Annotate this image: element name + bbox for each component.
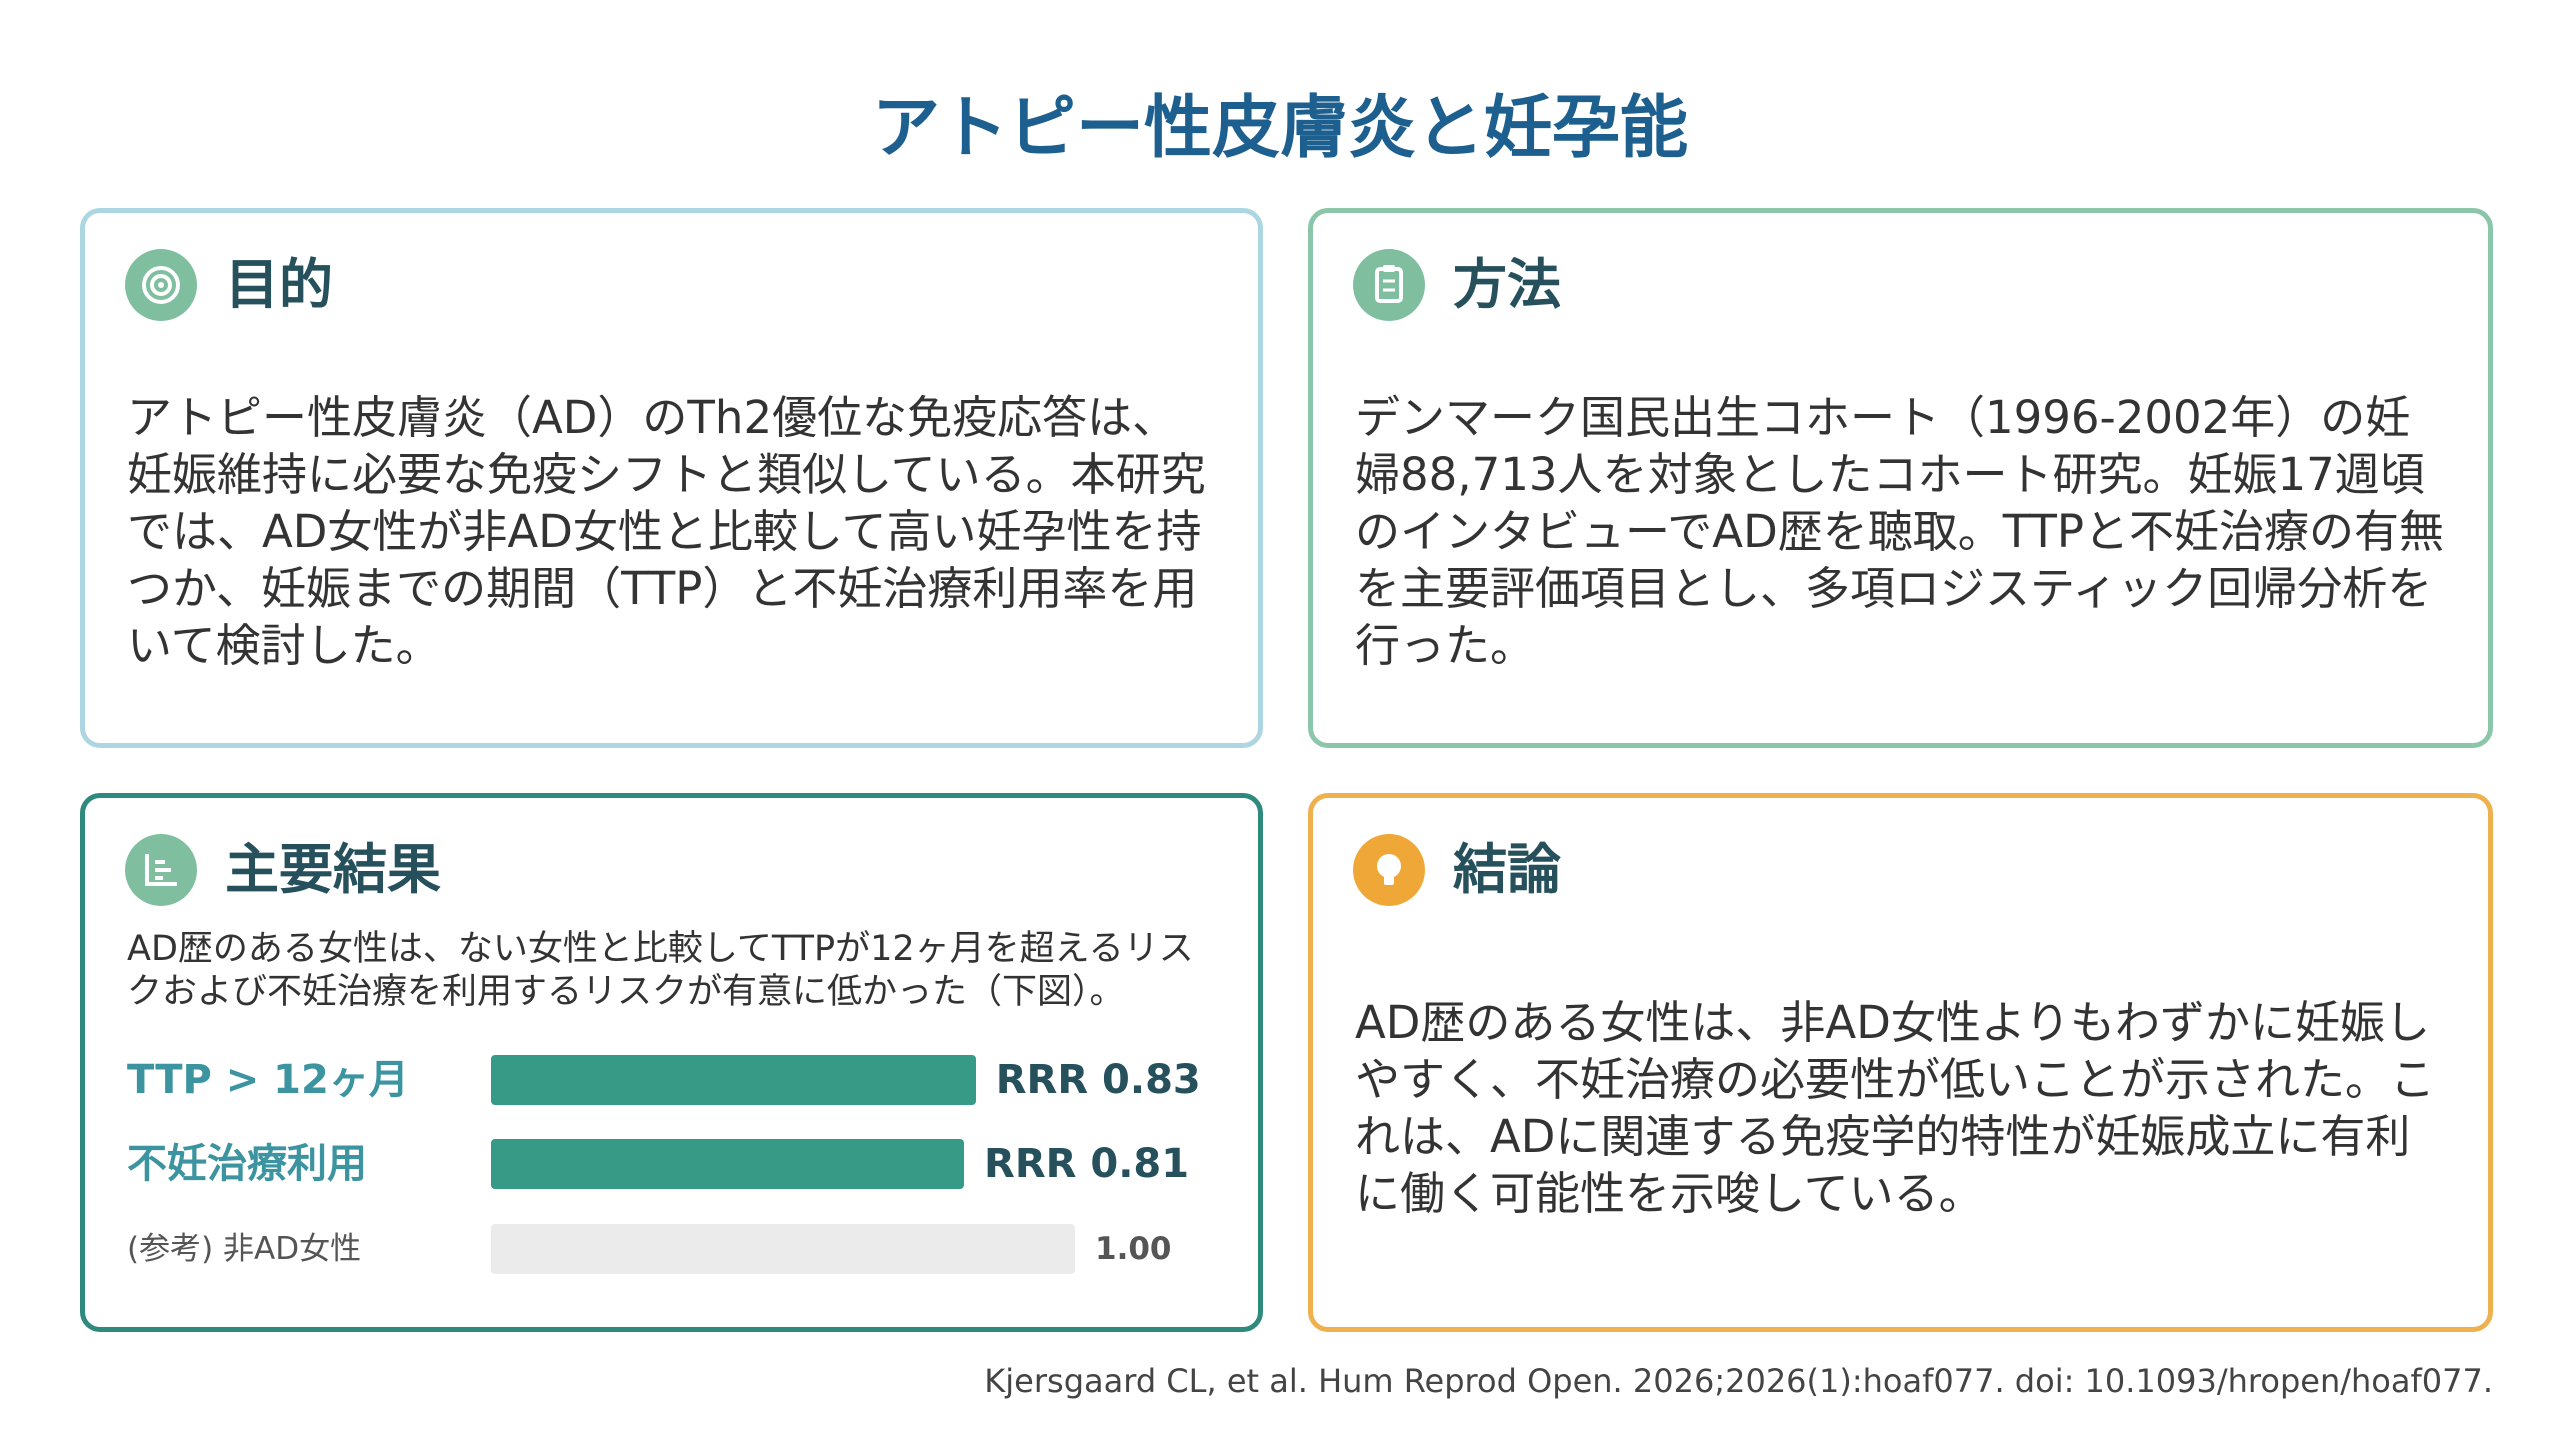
- bar-label: TTP > 12ヶ月: [127, 1057, 409, 1103]
- bar-label: 不妊治療利用: [127, 1141, 367, 1187]
- heading: 目的: [225, 253, 333, 316]
- objective-card: 目的 アトピー性皮膚炎（AD）のTh2優位な免疫応答は、妊娠維持に必要な免疫シフ…: [80, 208, 1263, 748]
- value-label: RRR 0.81: [984, 1141, 1190, 1187]
- body-text: AD歴のある女性は、非AD女性よりもわずかに妊娠しやすく、不妊治療の必要性が低い…: [1355, 996, 2436, 1220]
- bar: [491, 1139, 965, 1189]
- title: アトピー性皮膚炎と妊孕能: [871, 89, 1688, 168]
- bulb-icon: [1353, 834, 1425, 906]
- heading: 主要結果: [225, 838, 441, 901]
- chart-icon: [125, 834, 197, 906]
- citation: Kjersgaard CL, et al. Hum Reprod Open. 2…: [984, 1362, 2493, 1400]
- body-text: AD歴のある女性は、ない女性と比較してTTPが12ヶ月を超えるリスクおよび不妊治…: [127, 929, 1194, 1012]
- bar-row: 不妊治療利用 RRR 0.81: [127, 1139, 1222, 1189]
- heading: 方法: [1453, 253, 1561, 316]
- value-label: RRR 0.83: [995, 1057, 1201, 1103]
- body-text: デンマーク国民出生コホート（1996-2002年）の妊婦88,713人を対象とし…: [1355, 391, 2445, 672]
- bar: [491, 1224, 1075, 1274]
- target-icon: [125, 249, 197, 321]
- results-card: 主要結果 AD歴のある女性は、ない女性と比較してTTPが12ヶ月を超えるリスクお…: [80, 793, 1263, 1332]
- body-text: アトピー性皮膚炎（AD）のTh2優位な免疫応答は、妊娠維持に必要な免疫シフトと類…: [127, 391, 1206, 672]
- bar: [491, 1055, 976, 1105]
- conclusion-card: 結論 AD歴のある女性は、非AD女性よりもわずかに妊娠しやすく、不妊治療の必要性…: [1308, 793, 2493, 1332]
- clipboard-icon: [1353, 249, 1425, 321]
- bar-label: (参考) 非AD女性: [127, 1231, 362, 1267]
- methods-card: 方法 デンマーク国民出生コホート（1996-2002年）の妊婦88,713人を対…: [1308, 208, 2493, 748]
- heading: 結論: [1453, 838, 1561, 901]
- value-label: 1.00: [1095, 1231, 1172, 1267]
- reference-row: (参考) 非AD女性 1.00: [127, 1224, 1222, 1274]
- bar-row: TTP > 12ヶ月 RRR 0.83: [127, 1055, 1222, 1105]
